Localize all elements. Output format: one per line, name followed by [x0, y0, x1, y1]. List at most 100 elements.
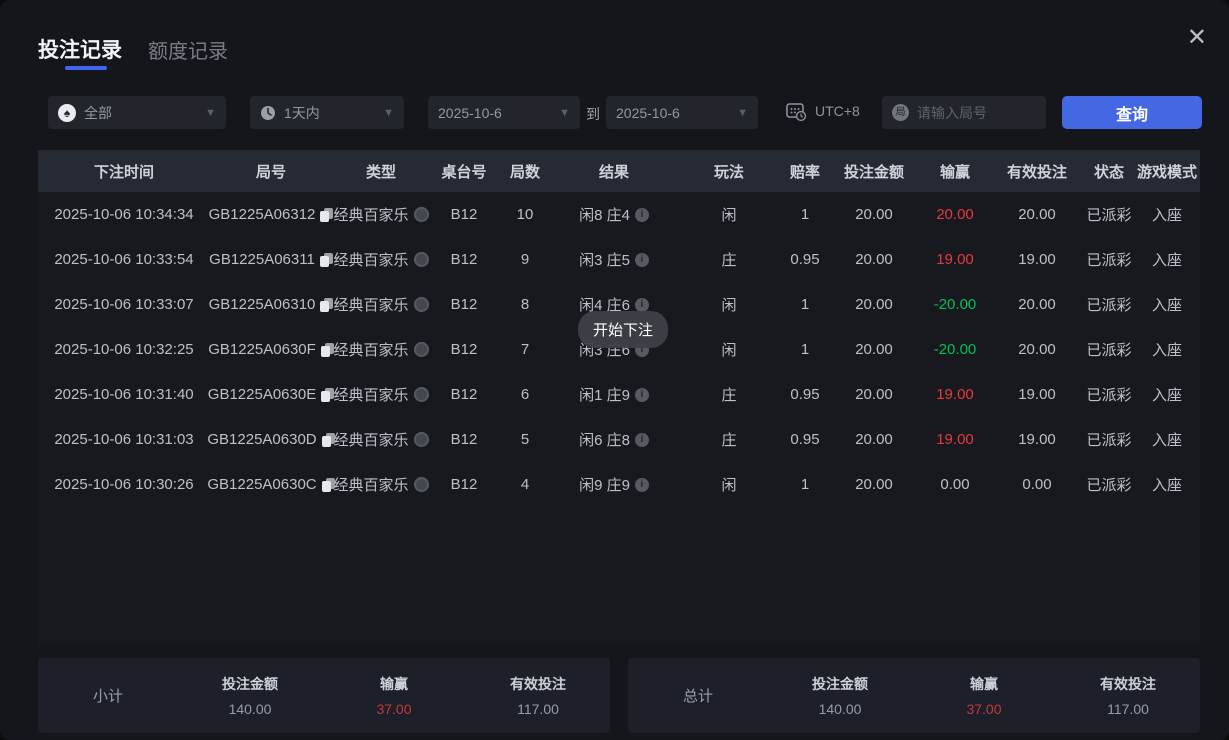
replay-icon[interactable] — [413, 297, 429, 312]
info-icon[interactable]: i — [634, 432, 649, 447]
replay-icon[interactable] — [413, 477, 429, 492]
cell-rounds: 10 — [516, 206, 534, 223]
cell-valid: 19.00 — [1018, 251, 1056, 268]
subtotal-panel: 小计 投注金额 140.00 输赢 37.00 有效投注 117.00 — [38, 658, 610, 733]
cell-time: 2025-10-06 10:30:26 — [54, 476, 194, 493]
cell-valid: 19.00 — [1018, 431, 1056, 448]
cell-bet: 20.00 — [855, 296, 893, 313]
cell-game-id: GB1225A06310 — [209, 296, 334, 313]
info-icon[interactable]: i — [634, 297, 649, 312]
replay-icon[interactable] — [413, 252, 429, 267]
chevron-down-icon: ▼ — [737, 106, 748, 119]
copy-icon[interactable] — [319, 252, 333, 267]
cell-result: 闲6 庄8 i — [552, 429, 676, 450]
info-icon[interactable]: i — [634, 387, 649, 402]
cell-play: 闲 — [721, 207, 737, 224]
info-icon[interactable]: i — [634, 207, 649, 222]
column-header: 状态 — [1093, 163, 1124, 181]
tab-quota-records[interactable]: 额度记录 — [148, 41, 228, 63]
cell-time: 2025-10-06 10:33:07 — [54, 296, 194, 313]
date-to-picker[interactable]: 2025-10-6 ▼ — [606, 96, 758, 129]
date-from-value: 2025-10-6 — [438, 104, 502, 121]
cell-time: 2025-10-06 10:31:40 — [54, 386, 194, 403]
cell-status: 已派彩 — [1086, 207, 1132, 224]
cell-table-no: B12 — [450, 431, 478, 448]
table-row: 2025-10-06 10:33:07 GB1225A06310 经典百家乐 B12 8… — [38, 282, 1200, 327]
cell-play: 闲 — [721, 342, 737, 359]
cell-play: 庄 — [721, 432, 737, 449]
cell-result: 闲3 庄5 i — [552, 249, 676, 270]
cell-rounds: 8 — [520, 296, 530, 313]
cell-bet: 20.00 — [855, 341, 893, 358]
info-icon[interactable]: i — [634, 477, 649, 492]
replay-icon[interactable] — [413, 342, 429, 357]
cell-time: 2025-10-06 10:31:03 — [54, 431, 194, 448]
copy-icon[interactable] — [320, 297, 334, 312]
cell-type: 经典百家乐 — [332, 474, 430, 495]
chevron-down-icon: ▼ — [205, 106, 216, 119]
column-header: 下注时间 — [93, 163, 154, 181]
win-loss-value: -20.00 — [933, 296, 977, 313]
cell-type: 经典百家乐 — [332, 429, 430, 450]
cell-win: 19.00 — [920, 386, 990, 403]
subtotal-valid-bet: 有效投注 117.00 — [510, 676, 566, 717]
cell-mode: 入座 — [1151, 432, 1182, 449]
copy-icon[interactable] — [321, 432, 335, 447]
cell-valid: 20.00 — [1018, 341, 1056, 358]
cell-result: 闲9 庄9 i — [552, 474, 676, 495]
table-row: 2025-10-06 10:31:03 GB1225A0630D 经典百家乐 B12 5… — [38, 417, 1200, 462]
table-row: 2025-10-06 10:34:34 GB1225A06312 经典百家乐 B12 1… — [38, 192, 1200, 237]
round-id-search-input[interactable] — [917, 104, 1027, 121]
cell-win: 19.00 — [920, 251, 990, 268]
cell-valid: 20.00 — [1018, 296, 1056, 313]
cell-bet: 20.00 — [855, 206, 893, 223]
cell-rounds: 6 — [520, 386, 530, 403]
copy-icon[interactable] — [321, 387, 335, 402]
query-button[interactable]: 查询 — [1062, 96, 1202, 129]
copy-icon[interactable] — [320, 342, 334, 357]
cell-result: 闲4 庄6 i — [552, 294, 676, 315]
cell-table-no: B12 — [450, 251, 478, 268]
date-to-value: 2025-10-6 — [616, 104, 680, 121]
game-type-value: 全部 — [84, 104, 112, 121]
cell-play: 闲 — [721, 477, 737, 494]
cell-rounds: 4 — [520, 476, 530, 493]
win-loss-value: 19.00 — [936, 251, 974, 268]
copy-icon[interactable] — [320, 207, 334, 222]
cell-bet: 20.00 — [855, 386, 893, 403]
cell-rounds: 7 — [520, 341, 530, 358]
cell-odds: 0.95 — [790, 431, 820, 448]
replay-icon[interactable] — [413, 432, 429, 447]
close-icon[interactable]: ✕ — [1186, 24, 1207, 51]
info-icon[interactable]: i — [634, 252, 649, 267]
game-type-dropdown[interactable]: ♠ 全部 ▼ — [48, 96, 226, 129]
calendar-clock-icon — [786, 103, 807, 122]
win-loss-value: 19.00 — [936, 431, 974, 448]
cell-valid: 19.00 — [1018, 386, 1056, 403]
replay-icon[interactable] — [413, 207, 429, 222]
copy-icon[interactable] — [321, 477, 335, 492]
column-header: 局数 — [509, 163, 540, 181]
cell-mode: 入座 — [1151, 477, 1182, 494]
cell-game-id: GB1225A06312 — [209, 206, 334, 223]
column-header: 有效投注 — [1006, 163, 1067, 181]
cell-win: 20.00 — [920, 206, 990, 223]
date-from-picker[interactable]: 2025-10-6 ▼ — [428, 96, 580, 129]
cell-rounds: 5 — [520, 431, 530, 448]
tab-bet-records[interactable]: 投注记录 — [38, 39, 122, 62]
cell-type: 经典百家乐 — [332, 339, 430, 360]
replay-icon[interactable] — [413, 387, 429, 402]
table-row: 2025-10-06 10:30:26 GB1225A0630C 经典百家乐 B12 4… — [38, 462, 1200, 507]
column-header: 结果 — [598, 163, 629, 181]
cell-table-no: B12 — [450, 476, 478, 493]
search-field: 局 — [882, 96, 1046, 129]
cell-status: 已派彩 — [1086, 252, 1132, 269]
cell-odds: 0.95 — [790, 251, 820, 268]
cell-play: 闲 — [721, 297, 737, 314]
time-range-dropdown[interactable]: 1天内 ▼ — [250, 96, 404, 129]
cell-odds: 1 — [800, 206, 810, 223]
cell-game-id: GB1225A0630F — [208, 341, 334, 358]
cell-time: 2025-10-06 10:34:34 — [54, 206, 194, 223]
chevron-down-icon: ▼ — [383, 106, 394, 119]
win-loss-value: 20.00 — [936, 206, 974, 223]
